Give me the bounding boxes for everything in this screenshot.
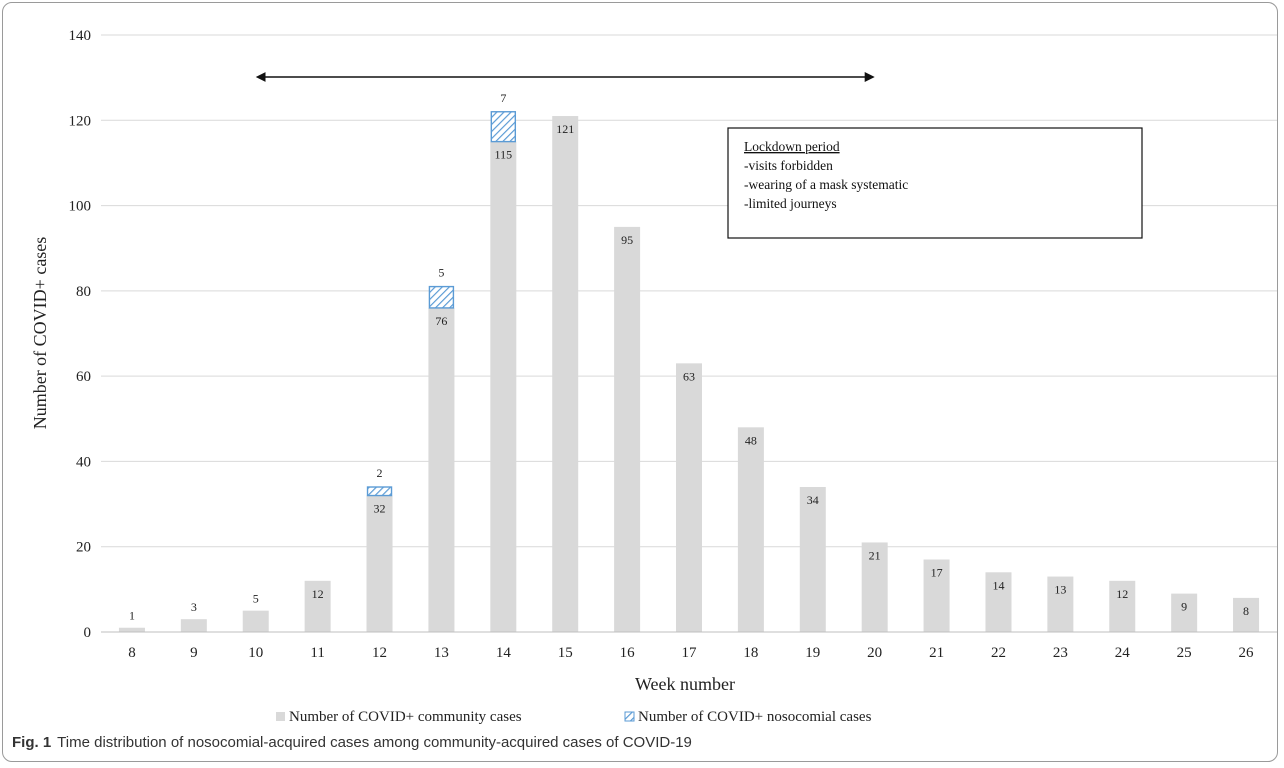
x-tick-label: 26 [1239,645,1255,661]
legend: Number of COVID+ community cases Number … [276,709,872,725]
bar-community [242,610,269,632]
x-tick-label: 8 [128,645,136,661]
data-label-nosocomial: 5 [438,266,444,280]
bars [118,111,1260,633]
legend-label-community: Number of COVID+ community cases [289,709,522,725]
data-label-nosocomial: 2 [377,466,383,480]
y-tick-label: 80 [76,284,91,300]
bar-community [799,487,826,632]
bar-community [737,427,764,632]
data-label-community: 13 [1054,583,1066,597]
data-label-community: 115 [495,148,513,162]
x-tick-label: 10 [248,645,263,661]
data-label-community: 34 [807,493,819,507]
bar-community [552,116,579,633]
x-tick-label: 17 [682,645,698,661]
bar-community [1047,576,1074,632]
lockdown-box [727,127,1143,239]
y-tick-label: 60 [76,369,91,385]
lockdown-annotation: Lockdown period -visits forbidden -weari… [255,72,1143,239]
data-label-community: 76 [435,314,447,328]
bar-community [676,363,702,632]
x-tick-label: 13 [434,645,449,661]
y-tick-label: 120 [69,113,92,129]
lockdown-line-visits: -visits forbidden [744,158,833,173]
x-tick-label: 16 [620,645,636,661]
x-tick-label: 22 [991,645,1006,661]
legend-swatch-nosocomial [624,711,635,722]
bar-community [985,572,1012,632]
x-axis-title: Week number [635,674,735,694]
bar-community [118,627,145,632]
legend-label-nosocomial: Number of COVID+ nosocomial cases [638,709,872,725]
x-tick-label: 24 [1115,645,1131,661]
caption-label: Fig. 1 [12,734,52,751]
lockdown-line-journeys: -limited journeys [744,196,837,211]
bar-community [1233,597,1260,632]
bar-community [1171,593,1198,632]
figure-caption: Fig. 1 Time distribution of nosocomial-ac… [12,734,692,751]
data-label-community: 1 [129,609,135,623]
data-label-community: 32 [374,502,386,516]
bar-community [180,619,207,632]
x-tick-label: 18 [743,645,758,661]
bar-community [366,495,393,632]
data-label-community: 21 [869,548,881,562]
bar-nosocomial [490,111,517,143]
lockdown-title: Lockdown period [744,139,840,154]
bar-nosocomial [366,486,393,497]
y-axis-title: Number of COVID+ cases [30,237,50,430]
data-label-community: 5 [253,592,259,606]
x-tick-label: 23 [1053,645,1068,661]
y-tick-label: 100 [69,199,92,215]
legend-swatch-community [276,712,285,721]
data-label-community: 12 [1116,587,1128,601]
x-tick-label: 21 [929,645,944,661]
data-label-nosocomial: 7 [500,91,506,105]
data-label-community: 121 [556,122,574,136]
data-label-community: 48 [745,433,757,447]
data-label-community: 8 [1243,604,1249,618]
data-label-community: 9 [1181,600,1187,614]
bar-community [614,226,641,632]
x-tick-label: 11 [310,645,324,661]
x-tick-label: 20 [867,645,882,661]
y-tick-label: 140 [69,28,92,44]
lockdown-line-mask: -wearing of a mask systematic [744,177,908,192]
data-label-community: 3 [191,600,197,614]
data-label-community: 63 [683,369,695,383]
data-label-community: 12 [312,587,324,601]
bar-nosocomial [428,285,455,309]
data-label-community: 17 [931,566,943,580]
y-tick-label: 40 [76,454,91,470]
bar-community [923,559,950,632]
x-tick-label: 25 [1177,645,1192,661]
x-tick-label: 19 [805,645,820,661]
bar-community [304,580,331,632]
bar-community [861,542,888,632]
y-tick-label: 20 [76,540,91,556]
bar-community [428,307,455,632]
data-label-community: 95 [621,233,633,247]
y-tick-label: 0 [84,625,92,641]
data-label-community: 14 [992,578,1004,592]
x-tick-label: 14 [496,645,512,661]
caption-text: Time distribution of nosocomial-acquired… [57,734,692,751]
bar-community [1109,580,1136,632]
x-tick-label: 12 [372,645,387,661]
x-tick-label: 9 [190,645,198,661]
bar-community [490,141,517,632]
x-tick-label: 15 [558,645,573,661]
